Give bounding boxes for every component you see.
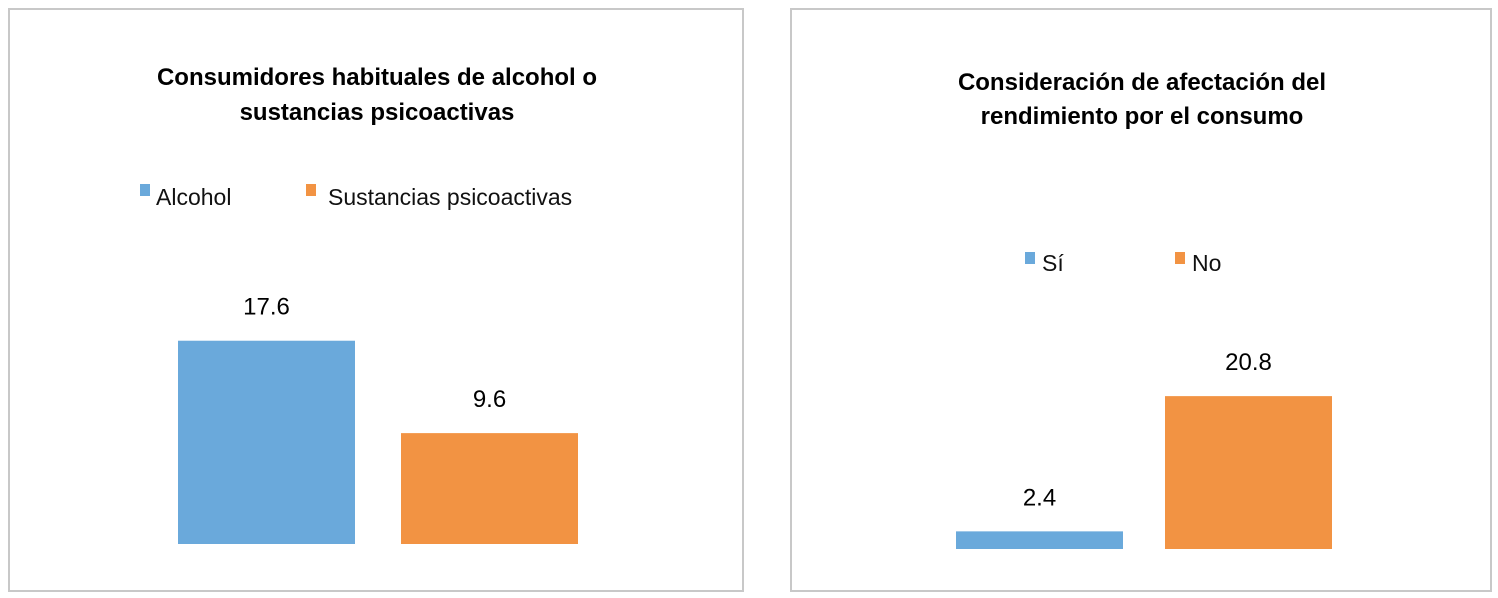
chart-title-line-1: Consideración de afectación del xyxy=(958,69,1326,96)
legend-label-sustancias: Sustancias psicoactivas xyxy=(328,184,572,210)
chart-title-line-2: sustancias psicoactivas xyxy=(240,99,515,126)
chart-title-line-1: Consumidores habituales de alcohol o xyxy=(157,64,597,91)
chart-title-line-2: rendimiento por el consumo xyxy=(981,103,1304,130)
legend-swatch-alcohol xyxy=(140,184,150,196)
data-label-0: 2.4 xyxy=(1023,484,1056,511)
bar-0 xyxy=(956,531,1123,549)
legend-label-no: No xyxy=(1192,250,1221,276)
data-label-1: 20.8 xyxy=(1225,349,1272,376)
legend-label-si: Sí xyxy=(1042,250,1064,276)
legend-swatch-no xyxy=(1175,252,1185,264)
legend-swatch-si xyxy=(1025,252,1035,264)
bar-0 xyxy=(178,340,355,544)
bar-1 xyxy=(1165,396,1332,549)
legend-label-alcohol: Alcohol xyxy=(156,184,231,210)
chart-panel-consumidores: Consumidores habituales de alcohol o sus… xyxy=(8,8,744,592)
chart-svg: Consumidores habituales de alcohol o sus… xyxy=(140,64,597,544)
legend-swatch-sustancias xyxy=(306,184,316,196)
data-label-1: 9.6 xyxy=(473,386,506,413)
bar-1 xyxy=(401,433,578,544)
chart-panel-afectacion: Consideración de afectación del rendimie… xyxy=(790,8,1492,592)
data-label-0: 17.6 xyxy=(243,294,290,321)
chart-svg: Consideración de afectación del rendimie… xyxy=(956,69,1332,549)
